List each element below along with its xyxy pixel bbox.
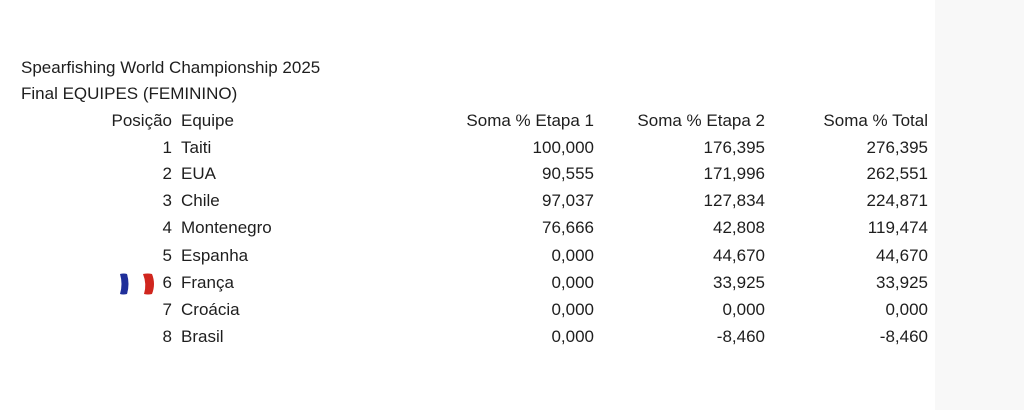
row-stage2: 42,808 (713, 218, 765, 237)
row-team: Montenegro (181, 218, 272, 237)
row-stage1: 76,666 (542, 218, 594, 237)
row-total: 33,925 (876, 273, 928, 292)
row-stage2: 44,670 (713, 246, 765, 265)
row-total: 224,871 (866, 191, 928, 210)
row-stage1: 0,000 (551, 273, 594, 292)
row-position: 3 (162, 191, 172, 210)
row-stage1: 97,037 (542, 191, 594, 210)
header-total: Soma % Total (823, 111, 928, 130)
row-team: Chile (181, 191, 220, 210)
row-stage1: 100,000 (532, 138, 594, 157)
row-stage2: -8,460 (716, 327, 765, 346)
side-panel (935, 0, 1024, 410)
page-title: Spearfishing World Championship 2025 (21, 58, 321, 77)
page-subtitle: Final EQUIPES (FEMININO) (21, 84, 238, 103)
row-total: -8,460 (879, 327, 928, 346)
row-team: EUA (181, 164, 216, 183)
row-team: Brasil (181, 327, 224, 346)
row-stage2: 127,834 (703, 191, 765, 210)
row-position: 6 (162, 273, 172, 292)
row-position: 7 (162, 300, 172, 319)
france-flag-icon (120, 273, 154, 295)
row-position: 1 (162, 138, 172, 157)
row-team: Croácia (181, 300, 240, 319)
row-team: Taiti (181, 138, 212, 157)
row-total: 44,670 (876, 246, 928, 265)
row-stage2: 0,000 (722, 300, 765, 319)
row-team: França (181, 273, 234, 292)
row-stage1: 0,000 (551, 246, 594, 265)
row-total: 276,395 (866, 138, 928, 157)
header-position: Posição (111, 111, 172, 130)
header-stage2: Soma % Etapa 2 (637, 111, 765, 130)
row-total: 262,551 (866, 164, 928, 183)
row-total: 119,474 (867, 218, 928, 237)
row-stage2: 176,395 (703, 138, 765, 157)
row-stage2: 33,925 (713, 273, 765, 292)
row-stage1: 90,555 (542, 164, 594, 183)
row-total: 0,000 (885, 300, 928, 319)
header-stage1: Soma % Etapa 1 (466, 111, 594, 130)
row-position: 2 (162, 164, 172, 183)
row-position: 5 (162, 246, 172, 265)
row-stage1: 0,000 (551, 327, 594, 346)
row-position: 4 (162, 218, 172, 237)
row-position: 8 (162, 327, 172, 346)
row-stage1: 0,000 (551, 300, 594, 319)
row-stage2: 171,996 (703, 164, 765, 183)
row-team: Espanha (181, 246, 249, 265)
header-team: Equipe (181, 111, 234, 130)
